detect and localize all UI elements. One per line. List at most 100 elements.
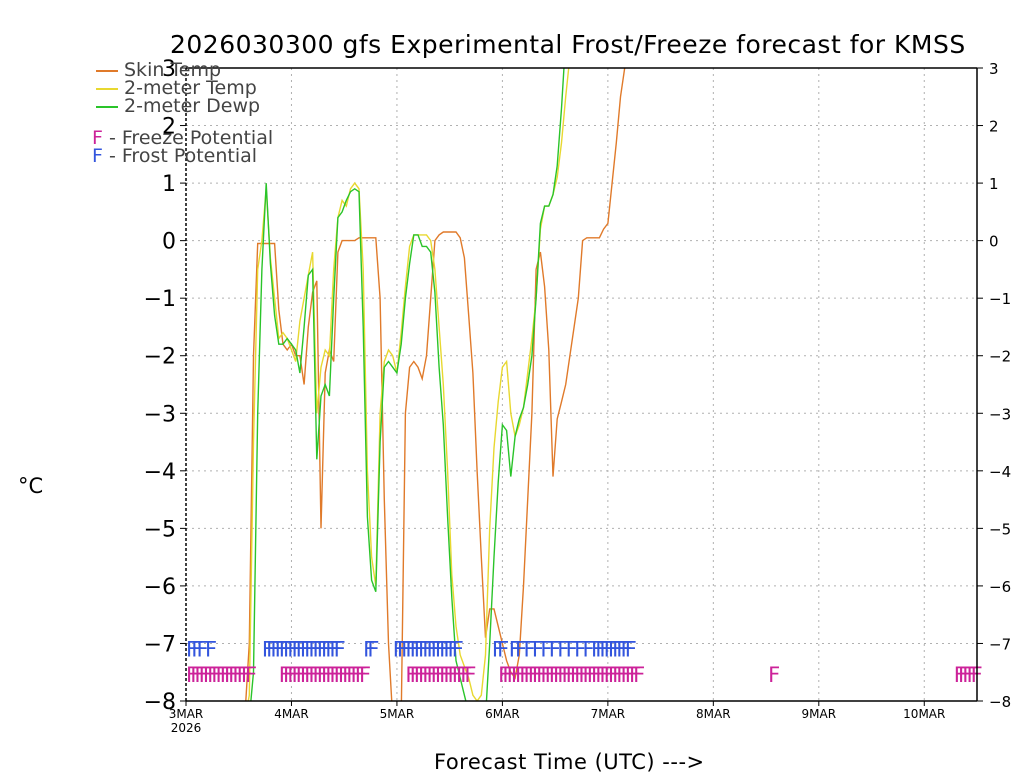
- frost-marker: F: [401, 637, 413, 661]
- y-tick-label-left: 3: [162, 57, 176, 82]
- frost-marker: F: [205, 637, 217, 661]
- y-tick-label-left: −7: [144, 632, 176, 657]
- freeze-marker: F: [291, 663, 303, 687]
- y-tick-label-right: −3: [989, 405, 1011, 423]
- y-tick-label-left: 2: [162, 115, 176, 140]
- freeze-marker: F: [456, 663, 468, 687]
- frost-marker: F: [448, 637, 460, 661]
- freeze-marker: F: [405, 663, 417, 687]
- frost-marker: F: [435, 637, 447, 661]
- legend-item-skin-temp: Skin Temp: [96, 59, 222, 81]
- series-lines: [245, 68, 626, 701]
- y-tick-label-left: −3: [144, 402, 176, 427]
- legend-swatch-2m-temp: [96, 87, 118, 90]
- frost-marker: F: [329, 637, 341, 661]
- freeze-marker: F: [443, 663, 455, 687]
- frost-marker: F: [397, 637, 409, 661]
- freeze-marker: F: [439, 663, 451, 687]
- legend-label-skin: Skin Temp: [124, 59, 222, 81]
- y-tick-label-right: −5: [989, 520, 1011, 538]
- frost-marker: F: [583, 637, 595, 661]
- frost-marker: F: [266, 637, 278, 661]
- freeze-marker: F: [351, 663, 363, 687]
- freeze-marker: F: [954, 663, 966, 687]
- freeze-marker: F: [296, 663, 308, 687]
- freeze-marker: F: [616, 663, 628, 687]
- freeze-marker: F: [498, 663, 510, 687]
- frost-marker: F: [197, 637, 209, 661]
- freeze-marker: F: [587, 663, 599, 687]
- freeze-marker: F: [418, 663, 430, 687]
- freeze-marker: F: [612, 663, 624, 687]
- freeze-marker: F: [448, 663, 460, 687]
- freeze-marker: F: [283, 663, 295, 687]
- freeze-marker: F: [557, 663, 569, 687]
- frost-marker: F: [334, 637, 346, 661]
- x-tick-label: 5MAR: [380, 707, 415, 721]
- freeze-marker: F: [342, 663, 354, 687]
- freeze-marker: F: [203, 663, 215, 687]
- frost-marker: F: [275, 637, 287, 661]
- frost-marker: F: [621, 637, 633, 661]
- freeze-marker: F: [599, 663, 611, 687]
- freeze-marker: F: [338, 663, 350, 687]
- frost-marker: F: [599, 637, 611, 661]
- freeze-marker: F: [422, 663, 434, 687]
- freeze-marker: F: [515, 663, 527, 687]
- y-tick-label-left: −4: [144, 460, 176, 485]
- frost-marker: F: [325, 637, 337, 661]
- legend-label-2m-dewp: 2-meter Dewp: [124, 95, 261, 117]
- legend-f-glyph: F: [92, 145, 103, 167]
- frost-marker: F: [304, 637, 316, 661]
- x-tick-sublabel: 2026: [171, 721, 202, 735]
- freeze-marker: F: [591, 663, 603, 687]
- frost-marker: F: [443, 637, 455, 661]
- freeze-marker: F: [224, 663, 236, 687]
- frost-marker: F: [497, 637, 509, 661]
- series-line-2-meter-dewp: [250, 68, 565, 701]
- freeze-marker: F: [561, 663, 573, 687]
- freeze-marker: F: [329, 663, 341, 687]
- freeze-marker: F: [334, 663, 346, 687]
- y-tick-label-left: −6: [144, 575, 176, 600]
- x-tick-label: 6MAR: [485, 707, 520, 721]
- frost-marker: F: [532, 637, 544, 661]
- y-tick-label-right: 3: [989, 60, 999, 78]
- freeze-marker: F: [549, 663, 561, 687]
- x-tick-label: 9MAR: [802, 707, 837, 721]
- y-tick-label-left: −1: [144, 287, 176, 312]
- freeze-marker: F: [608, 663, 620, 687]
- frost-marker: F: [262, 637, 274, 661]
- x-tick-label: 8MAR: [696, 707, 731, 721]
- freeze-marker: F: [321, 663, 333, 687]
- freeze-marker: F: [435, 663, 447, 687]
- frost-marker: F: [608, 637, 620, 661]
- freeze-marker: F: [245, 663, 257, 687]
- frost-marker: F: [515, 637, 527, 661]
- freeze-marker: F: [325, 663, 337, 687]
- freeze-marker: F: [574, 663, 586, 687]
- legend-item-2m-dewp: 2-meter Dewp: [96, 95, 261, 117]
- frost-marker: F: [439, 637, 451, 661]
- freeze-marker: F: [426, 663, 438, 687]
- frost-marker: F: [616, 637, 628, 661]
- frost-marker: F: [414, 637, 426, 661]
- chart-title: 2026030300 gfs Experimental Frost/Freeze…: [170, 30, 966, 59]
- freeze-marker: F: [431, 663, 443, 687]
- freeze-marker: F: [346, 663, 358, 687]
- freeze-marker: F: [228, 663, 240, 687]
- freeze-marker: F: [958, 663, 970, 687]
- x-tick-label: 4MAR: [274, 707, 309, 721]
- frost-marker: F: [296, 637, 308, 661]
- legend-swatch-skin: [96, 69, 118, 72]
- legend-label-2m-temp: 2-meter Temp: [124, 77, 257, 99]
- frost-marker: F: [191, 637, 203, 661]
- freeze-marker: F: [232, 663, 244, 687]
- frost-marker: F: [287, 637, 299, 661]
- freeze-marker: F: [317, 663, 329, 687]
- freeze-marker: F: [553, 663, 565, 687]
- freeze-marker: F: [604, 663, 616, 687]
- frost-marker: F: [405, 637, 417, 661]
- frost-marker: F: [393, 637, 405, 661]
- freeze-marker: F: [536, 663, 548, 687]
